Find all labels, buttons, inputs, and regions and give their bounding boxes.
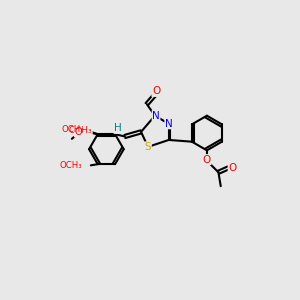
Text: O: O [228, 163, 236, 173]
Text: OCH₃: OCH₃ [69, 126, 92, 135]
Text: N: N [165, 119, 172, 129]
Text: H: H [114, 123, 122, 134]
Text: OCH₃: OCH₃ [61, 124, 84, 134]
Text: N: N [152, 111, 160, 121]
Text: O: O [152, 86, 160, 96]
Text: O: O [74, 127, 82, 137]
Text: OCH₃: OCH₃ [60, 161, 83, 170]
Text: O: O [203, 154, 211, 165]
Text: S: S [145, 142, 151, 152]
